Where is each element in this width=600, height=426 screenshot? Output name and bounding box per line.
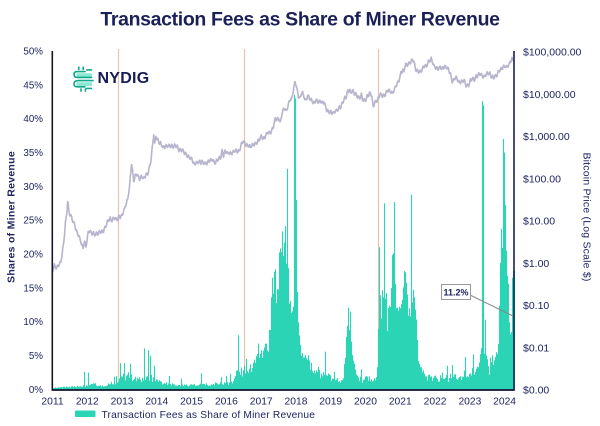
svg-text:2013: 2013: [111, 397, 134, 408]
svg-text:2015: 2015: [180, 397, 203, 408]
svg-text:2017: 2017: [250, 397, 273, 408]
svg-text:15%: 15%: [23, 283, 43, 294]
svg-text:5%: 5%: [29, 351, 43, 362]
svg-text:45%: 45%: [23, 80, 43, 91]
svg-text:2014: 2014: [145, 397, 168, 408]
svg-text:Transaction Fees as Share of M: Transaction Fees as Share of Miner Reven…: [100, 9, 500, 31]
svg-text:$100.00: $100.00: [523, 173, 561, 185]
svg-text:2022: 2022: [424, 397, 447, 408]
svg-text:2012: 2012: [76, 397, 99, 408]
svg-text:0%: 0%: [29, 385, 43, 396]
svg-text:2018: 2018: [285, 397, 308, 408]
svg-text:Shares of Miner Revenue: Shares of Miner Revenue: [6, 151, 18, 283]
svg-text:30%: 30%: [23, 182, 43, 193]
svg-text:2020: 2020: [354, 397, 377, 408]
svg-text:50%: 50%: [23, 46, 43, 57]
svg-text:2019: 2019: [319, 397, 342, 408]
svg-text:35%: 35%: [23, 148, 43, 159]
svg-text:2024: 2024: [493, 397, 516, 408]
svg-text:2023: 2023: [458, 397, 481, 408]
svg-text:25%: 25%: [23, 216, 43, 227]
svg-text:$10.00: $10.00: [523, 216, 555, 228]
svg-text:Transaction Fees as Share of M: Transaction Fees as Share of Miner Reven…: [102, 410, 316, 421]
svg-text:20%: 20%: [23, 250, 43, 261]
svg-text:$0.01: $0.01: [523, 342, 549, 354]
svg-text:$100,000.00: $100,000.00: [523, 47, 582, 59]
svg-text:11.2%: 11.2%: [443, 288, 468, 298]
svg-text:10%: 10%: [23, 317, 43, 328]
svg-text:$0.10: $0.10: [523, 300, 549, 312]
svg-text:$10,000.00: $10,000.00: [523, 89, 576, 101]
svg-text:2021: 2021: [389, 397, 412, 408]
svg-text:40%: 40%: [23, 114, 43, 125]
svg-text:NYDIG: NYDIG: [98, 70, 150, 87]
svg-text:2011: 2011: [41, 397, 63, 408]
svg-text:Bitcoin Price (Log Scale $): Bitcoin Price (Log Scale $): [581, 152, 593, 281]
svg-text:2016: 2016: [215, 397, 238, 408]
svg-text:$0.00: $0.00: [523, 385, 549, 397]
svg-text:$1.00: $1.00: [523, 258, 549, 270]
svg-text:$1,000.00: $1,000.00: [523, 131, 570, 143]
